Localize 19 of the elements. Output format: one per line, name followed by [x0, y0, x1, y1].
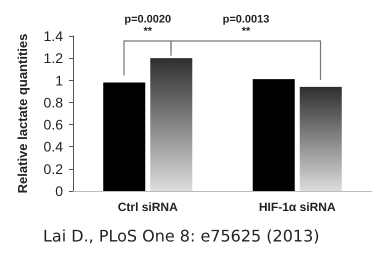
y-tick-label: 1.2 [44, 50, 64, 66]
y-tick-label: 0.2 [44, 160, 64, 177]
annotation: ** [143, 26, 153, 38]
y-tick-label: 0 [55, 183, 64, 199]
x-tick-label: Ctrl siRNA [118, 200, 178, 214]
x-tick-label: HIF-1α siRNA [258, 200, 336, 214]
y-tick-label: 1 [55, 72, 64, 88]
y-axis-title: Relative lactate quantities [15, 34, 30, 194]
text: p=0.0020 [124, 14, 172, 26]
text: Lai D., PLoS One 8: e75625 (2013) [43, 226, 320, 246]
text: p=0.0013 [222, 14, 270, 26]
annotation: ** [242, 26, 251, 38]
y-tick-label: 0.8 [44, 94, 64, 110]
bar [300, 86, 342, 191]
bar [252, 79, 295, 191]
bar [103, 82, 146, 191]
y-tick-label: 0.4 [44, 138, 64, 155]
y-tick-label: 1.4 [44, 28, 64, 44]
y-tick-label: 0.6 [44, 116, 64, 133]
